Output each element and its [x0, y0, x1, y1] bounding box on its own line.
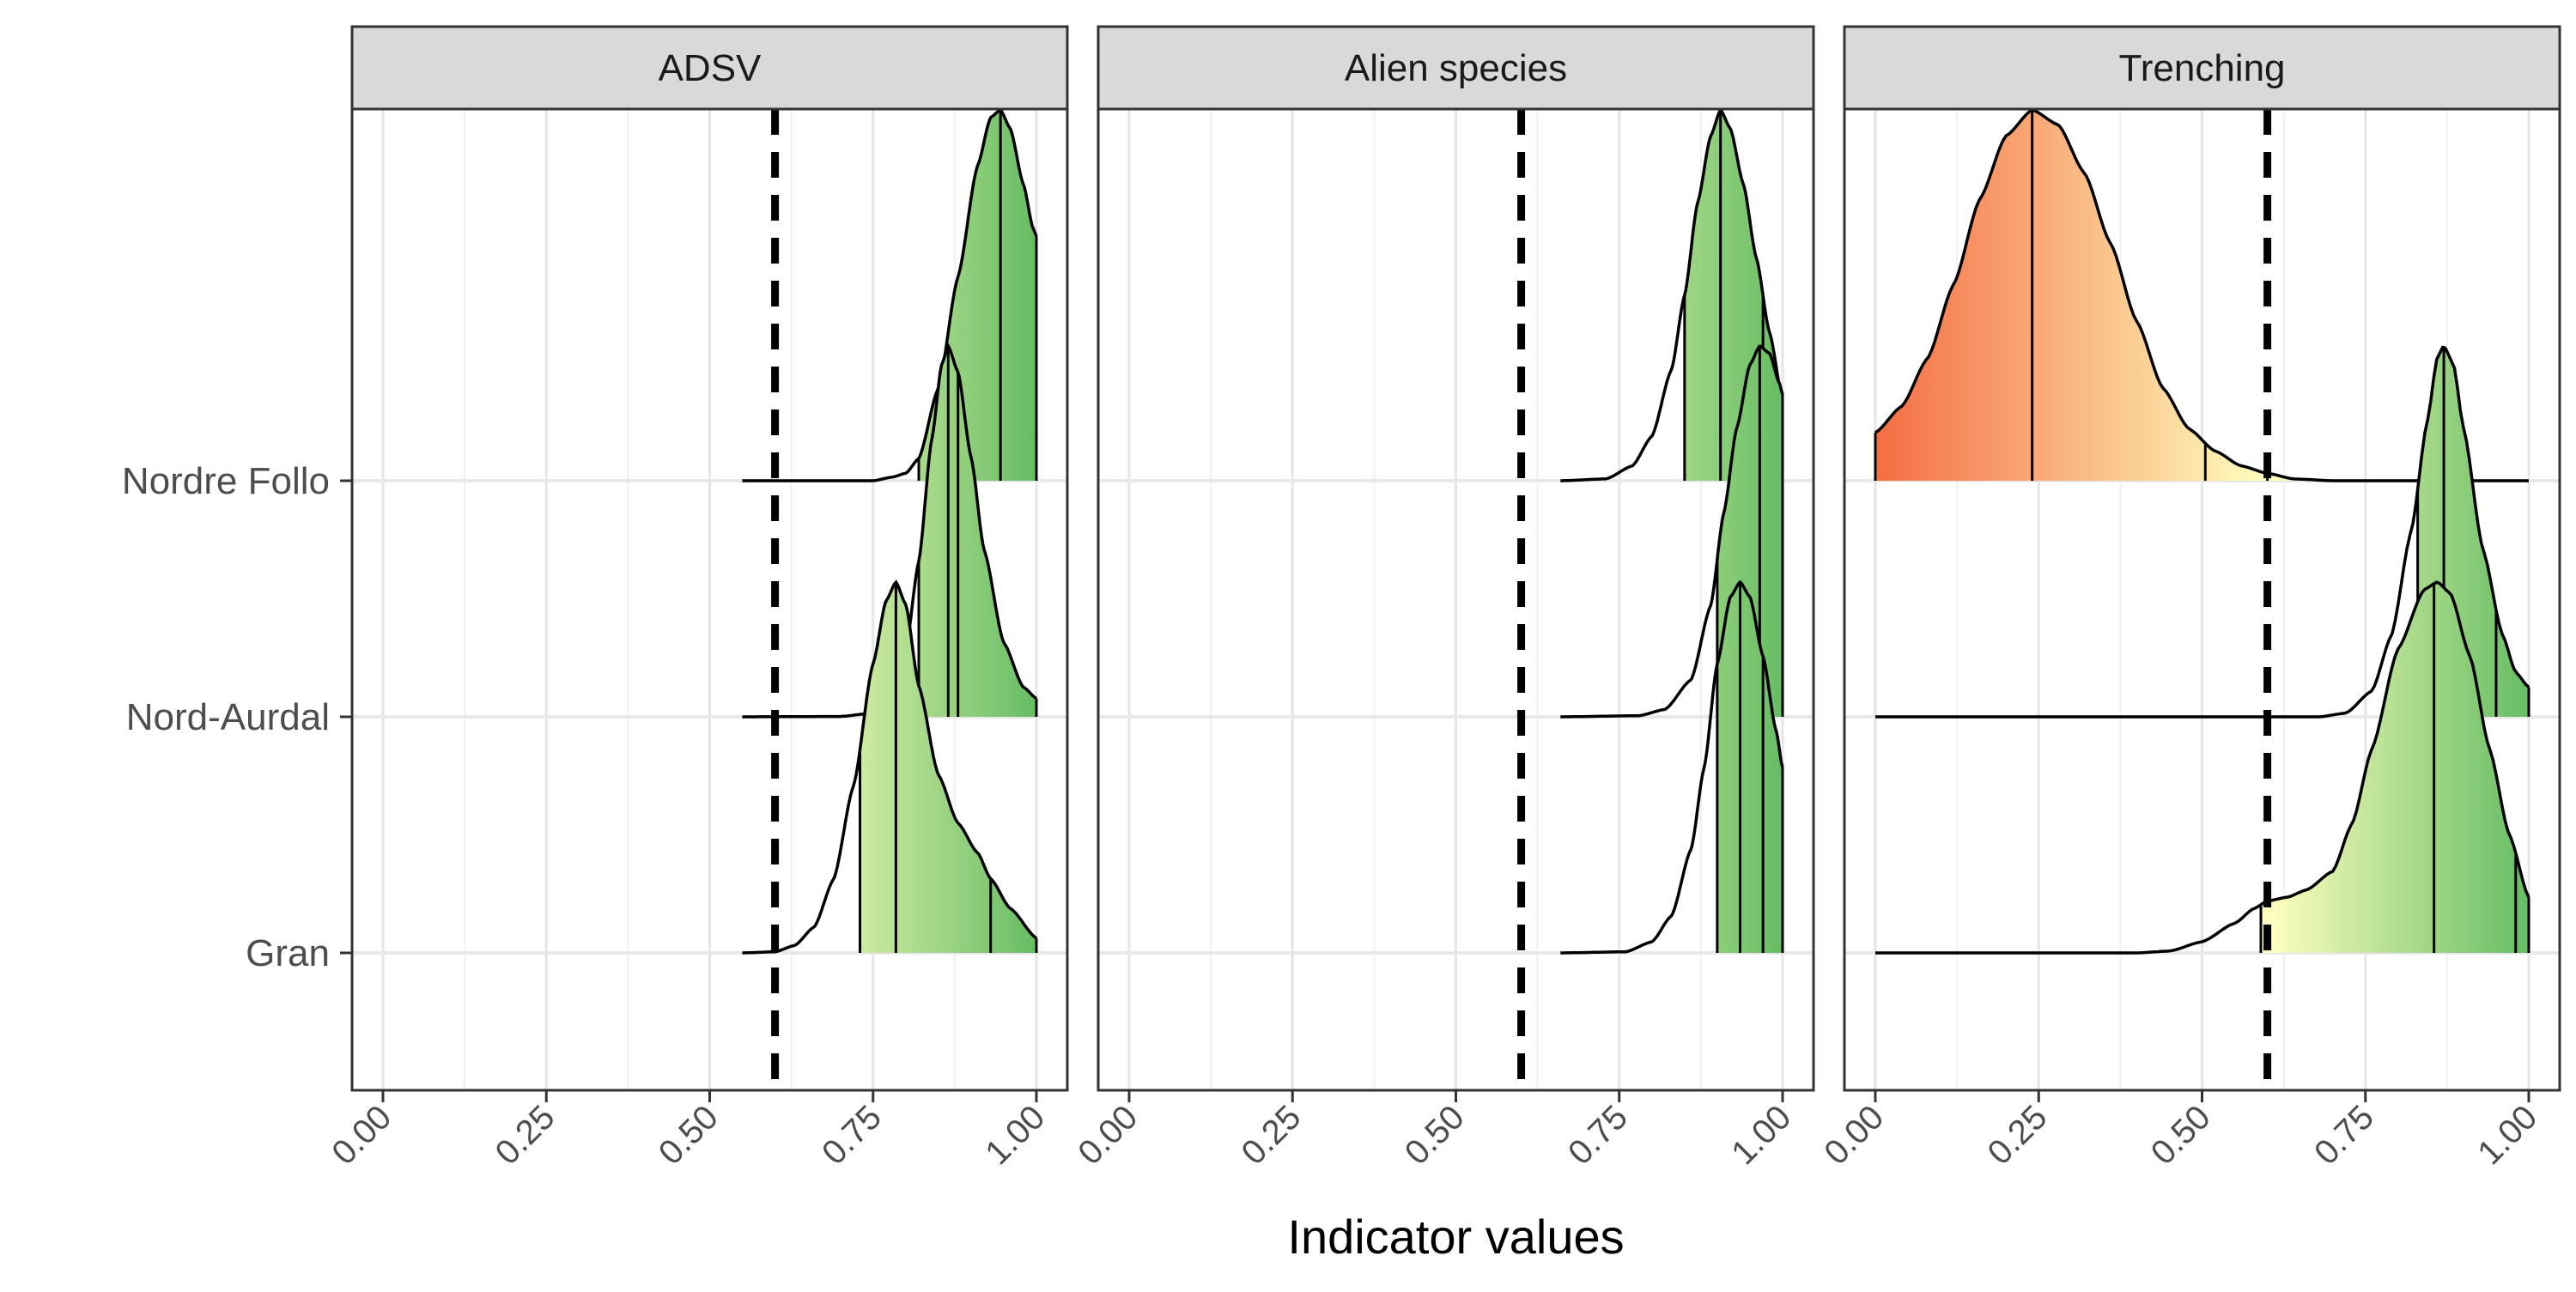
- facet-strip-label: Alien species: [1345, 47, 1567, 89]
- facet-panel-trenching: Trenching 0.00 0.25 0.50 0.75 1.00: [1817, 25, 2561, 1172]
- ridge-outline-gran: [1875, 580, 2530, 955]
- x-tick-label: 1.00: [978, 1098, 1052, 1172]
- facet-strip-label: ADSV: [659, 47, 762, 89]
- y-tick-label: Nordre Follo: [122, 460, 330, 502]
- ridge-outline-nordre-follo: [1560, 108, 1784, 482]
- x-tick-label: 0.00: [1071, 1098, 1145, 1172]
- facet-strip-label: Trenching: [2118, 47, 2285, 89]
- ridge-outline-gran: [742, 579, 1037, 955]
- x-tick-label: 0.75: [815, 1098, 889, 1172]
- x-tick-label: 0.75: [1561, 1098, 1635, 1172]
- x-tick-label: 1.00: [2470, 1098, 2544, 1172]
- facet-panel-adsv: ADSV 0.00 0.25 0.50 0.75 1.00: [325, 25, 1069, 1172]
- ridge-outline-nordre-follo: [742, 107, 1038, 482]
- ridge-fill-gran: [860, 582, 1036, 953]
- x-tick-label: 0.25: [1980, 1098, 2054, 1172]
- x-axis-title: Indicator values: [1287, 1210, 1624, 1264]
- ridge-outline-gran: [1560, 579, 1784, 955]
- x-tick-label: 1.00: [1724, 1098, 1798, 1172]
- x-tick-label: 0.50: [652, 1098, 726, 1172]
- x-tick-label: 0.25: [488, 1098, 562, 1172]
- ridge-fill-gran: [2261, 582, 2529, 953]
- y-tick-label: Gran: [246, 932, 330, 974]
- facet-strip: [1097, 25, 1815, 111]
- x-tick-label: 0.50: [1398, 1098, 1472, 1172]
- x-tick-label: 0.50: [2144, 1098, 2218, 1172]
- x-tick-label: 0.75: [2307, 1098, 2381, 1172]
- ridge-outline-nord-aurdal: [1560, 344, 1784, 719]
- ridge-outline-nord-aurdal: [1875, 345, 2530, 719]
- x-tick-label: 0.25: [1234, 1098, 1308, 1172]
- y-tick-label: Nord-Aurdal: [126, 696, 330, 738]
- ridge-fill-nordre-follo: [1875, 110, 2529, 481]
- x-tick-label: 0.00: [1817, 1098, 1891, 1172]
- facet-strip: [1843, 25, 2561, 111]
- facet-strip: [350, 25, 1069, 111]
- x-tick-label: 0.00: [325, 1098, 398, 1172]
- facet-panel-alien-species: Alien species 0.00 0.25 0.50 0.75 1.00: [1071, 25, 1815, 1172]
